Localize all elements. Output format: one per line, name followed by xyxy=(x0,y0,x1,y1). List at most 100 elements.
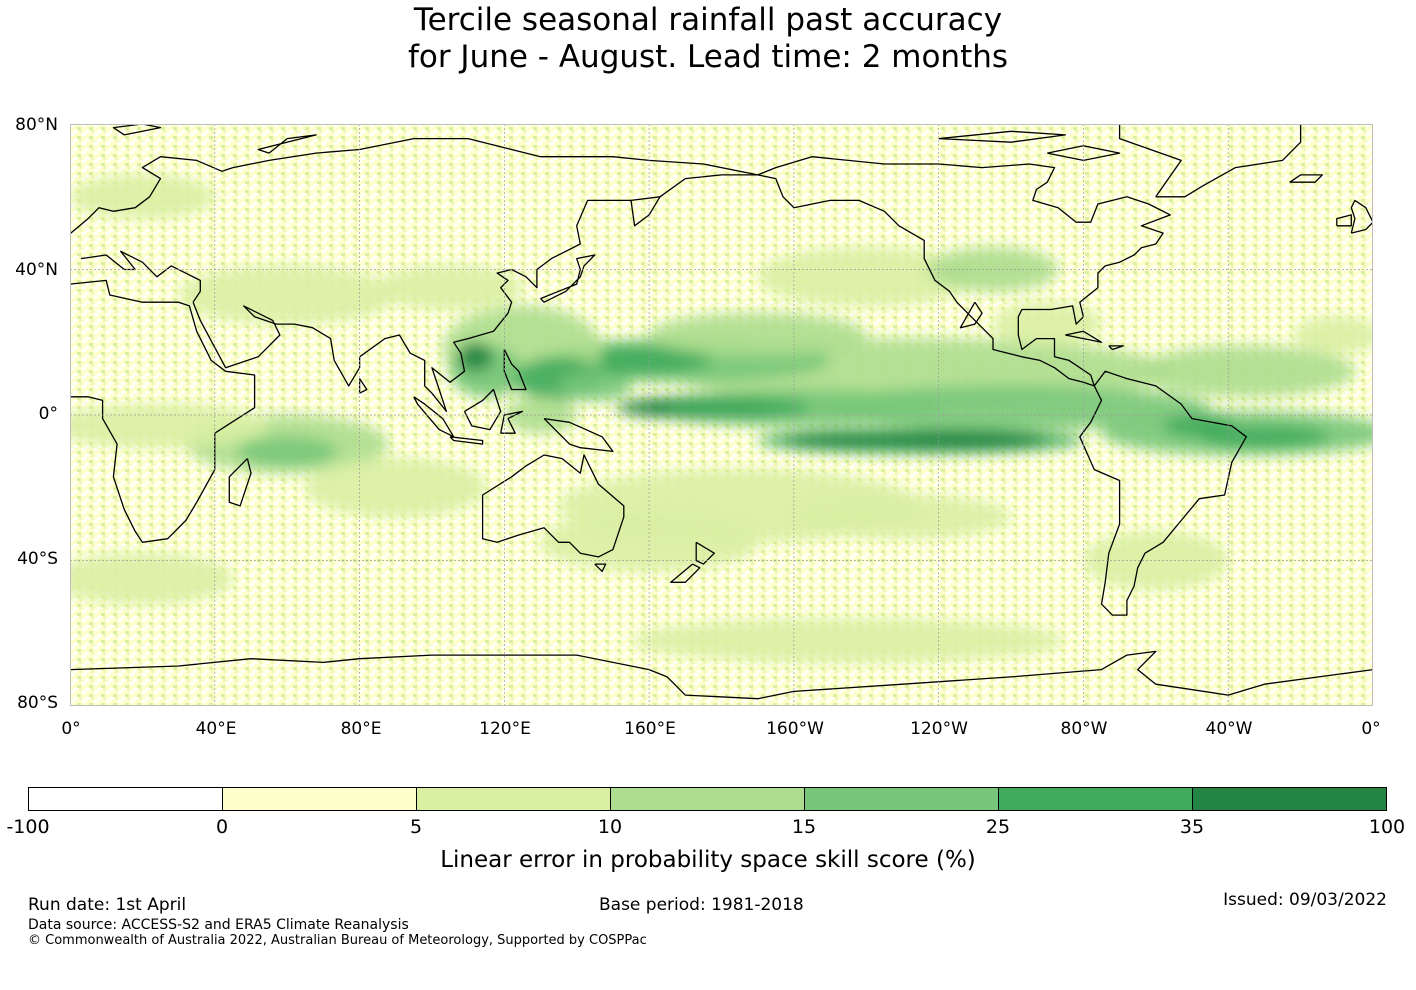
lat-label-80n: 80°N xyxy=(15,115,58,135)
skill-region xyxy=(757,247,975,306)
coastline xyxy=(1079,370,1247,616)
skill-region xyxy=(558,371,632,401)
skill-region xyxy=(866,431,1048,450)
map-frame xyxy=(70,124,1373,706)
coastline xyxy=(959,301,983,329)
colorbar-swatch xyxy=(29,788,223,810)
skill-region xyxy=(649,313,867,357)
lon-label-360: 0° xyxy=(1361,719,1381,739)
skill-region xyxy=(1199,425,1330,448)
colorbar-tick: 35 xyxy=(1179,816,1205,838)
lon-label-120e: 120°E xyxy=(479,719,531,739)
lon-label-80w: 80°W xyxy=(1060,719,1108,739)
coastline xyxy=(670,563,701,583)
colorbar-tick: 5 xyxy=(409,816,423,838)
lon-label-120w: 120°W xyxy=(910,719,968,739)
skill-region xyxy=(178,265,396,325)
coastline xyxy=(594,563,607,573)
coastline xyxy=(463,388,502,431)
coastline xyxy=(1065,330,1103,343)
map-canvas xyxy=(70,124,1373,706)
colorbar-swatch xyxy=(1193,788,1386,810)
colorbar-swatch xyxy=(223,788,417,810)
lat-label-40s: 40°S xyxy=(17,549,58,569)
map-title-line-2: for June - August. Lead time: 2 months xyxy=(407,39,1009,75)
coastlines xyxy=(70,124,1373,700)
skill-region xyxy=(305,458,487,517)
issued-date: Issued: 09/03/2022 xyxy=(1223,890,1387,910)
lat-label-80s: 80°S xyxy=(17,693,58,713)
copyright: © Commonwealth of Australia 2022, Austra… xyxy=(28,933,647,948)
skill-region xyxy=(1293,316,1373,354)
coastline xyxy=(232,137,758,176)
colorbar-tick: 25 xyxy=(985,816,1011,838)
coastline xyxy=(228,458,252,507)
data-source: Data source: ACCESS-S2 and ERA5 Climate … xyxy=(28,917,409,933)
skill-region xyxy=(1137,345,1355,397)
coastline xyxy=(1155,124,1302,198)
colorbar-tick: 100 xyxy=(1368,816,1406,838)
coastline xyxy=(543,417,614,453)
skill-region xyxy=(236,436,338,466)
coastline xyxy=(192,174,758,413)
colorbar-tick: 0 xyxy=(215,816,229,838)
lon-label-160e: 160°E xyxy=(624,719,676,739)
colorbar-swatch xyxy=(611,788,805,810)
colorbar-swatch xyxy=(999,788,1193,810)
skill-region xyxy=(667,396,812,419)
skill-region xyxy=(811,385,1211,430)
skill-region xyxy=(783,433,914,448)
skill-region xyxy=(540,513,758,572)
coastline xyxy=(1336,214,1352,227)
skill-score-map xyxy=(70,124,1373,706)
gridlines xyxy=(70,124,1373,706)
lon-label-40w: 40°W xyxy=(1205,719,1253,739)
skill-field xyxy=(70,174,1373,663)
colorbar-tick: 10 xyxy=(597,816,623,838)
skill-region xyxy=(927,247,1059,292)
base-period: Base period: 1981-2018 xyxy=(599,895,804,915)
lon-label-0: 0° xyxy=(61,719,81,739)
skill-region xyxy=(631,618,1066,663)
skill-region xyxy=(70,174,215,219)
colorbar-tick: -100 xyxy=(6,816,50,838)
colorbar-label: Linear error in probability space skill … xyxy=(440,847,976,873)
coastline xyxy=(1289,174,1323,183)
coastline xyxy=(1047,145,1121,162)
coastline xyxy=(70,279,256,543)
coastline xyxy=(449,436,484,445)
coastline xyxy=(80,250,201,303)
colorbar xyxy=(28,787,1387,811)
run-date: Run date: 1st April xyxy=(28,895,187,915)
map-title-line-1: Tercile seasonal rainfall past accuracy xyxy=(413,2,1003,38)
coastline xyxy=(481,454,625,558)
lon-label-160w: 160°W xyxy=(766,719,824,739)
coastline xyxy=(1118,124,1182,198)
coastline xyxy=(757,174,1095,387)
skill-region xyxy=(504,396,577,434)
coastline xyxy=(70,156,234,285)
skill-region xyxy=(1163,415,1236,437)
coastline xyxy=(257,134,317,154)
skill-region xyxy=(377,265,523,310)
coastline xyxy=(1108,345,1124,351)
colorbar-swatch xyxy=(805,788,999,810)
coastline xyxy=(503,349,527,391)
lat-label-0: 0° xyxy=(38,404,58,424)
coastline xyxy=(757,156,1171,387)
coastline xyxy=(540,254,596,303)
colorbar-tick: 15 xyxy=(791,816,817,838)
coastline xyxy=(1350,199,1373,234)
coastline xyxy=(112,124,162,136)
colorbar-swatch xyxy=(417,788,611,810)
coastline xyxy=(695,541,715,565)
skill-region xyxy=(457,342,494,372)
coastline xyxy=(938,130,1066,143)
skill-region xyxy=(70,553,233,605)
coastline xyxy=(630,196,661,227)
coastline xyxy=(70,650,1373,700)
skill-region xyxy=(793,495,1012,539)
lon-label-80e: 80°E xyxy=(340,719,382,739)
lon-label-40e: 40°E xyxy=(195,719,237,739)
lat-label-40n: 40°N xyxy=(15,260,58,280)
